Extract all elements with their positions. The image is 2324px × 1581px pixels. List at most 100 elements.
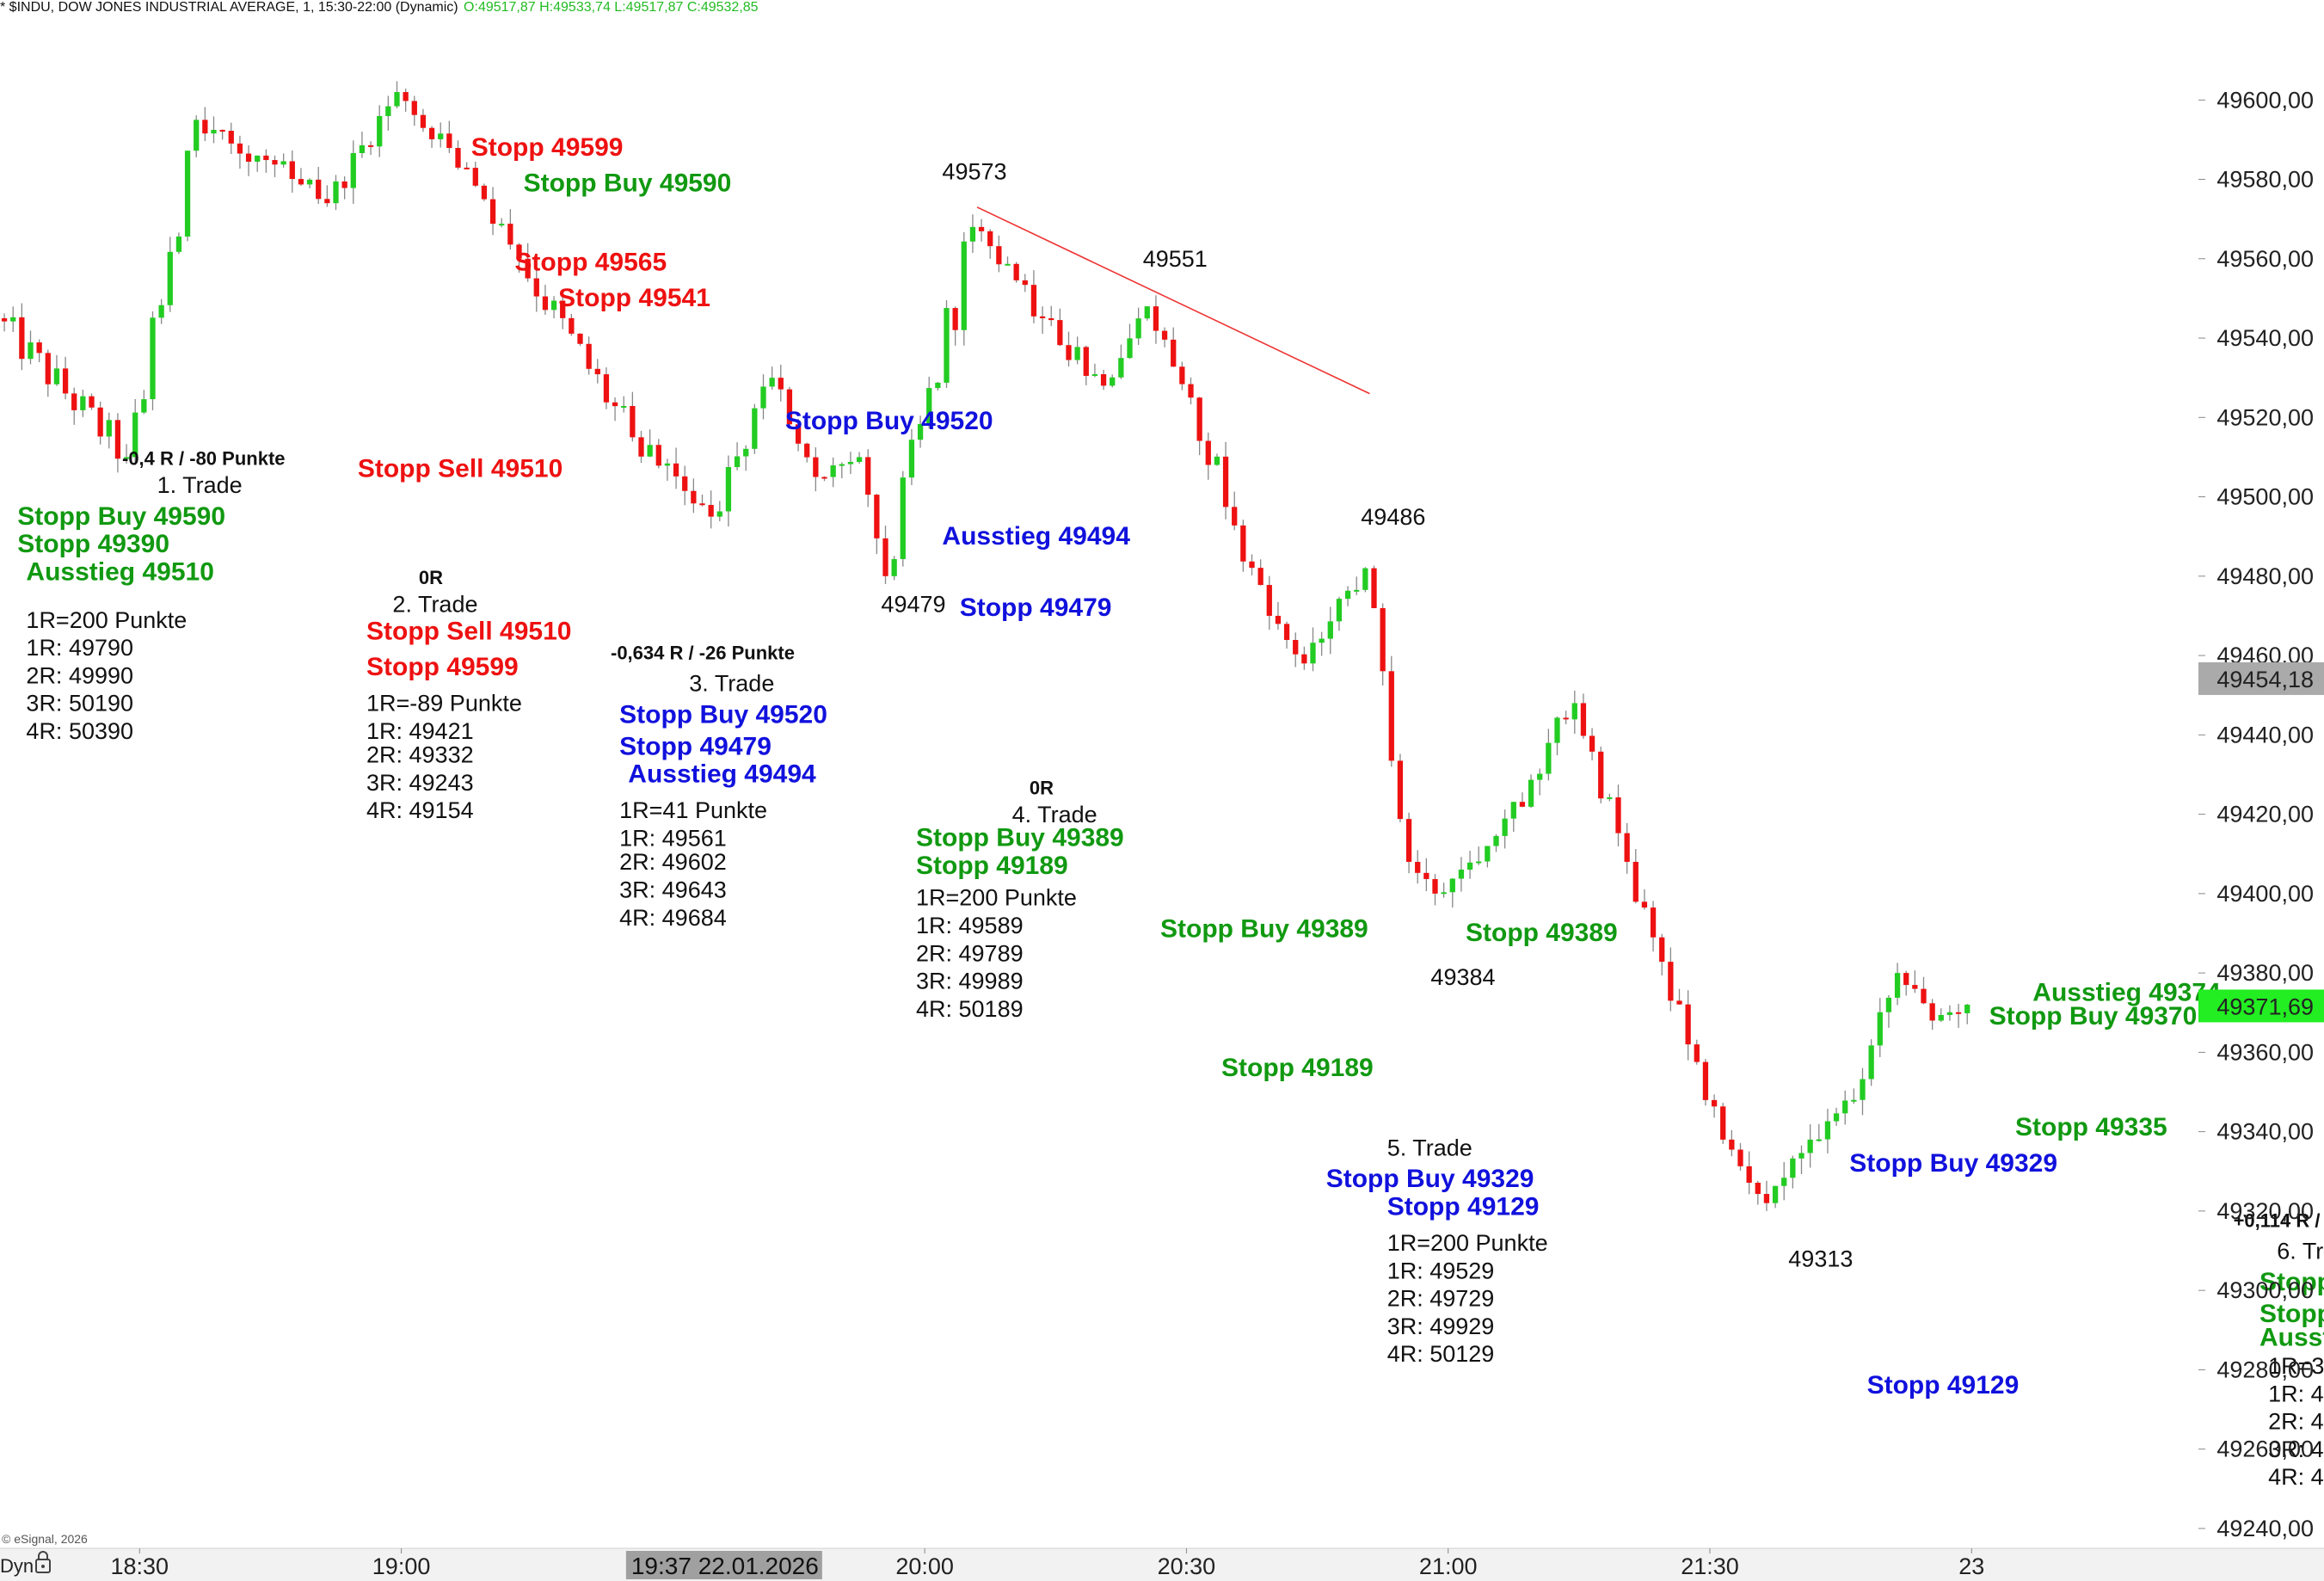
candle-up (1502, 818, 1508, 836)
candle-up (1441, 892, 1447, 895)
candle-up (1842, 1100, 1848, 1114)
candle-down (289, 161, 295, 180)
trade-annotation: Stopp Buy 49329 (1326, 1165, 1534, 1193)
candle-up (499, 224, 505, 226)
trade-annotation: 1R: 49589 (916, 913, 1024, 938)
candle-down (1066, 345, 1072, 360)
candle-down (1030, 285, 1037, 317)
candle-down (1423, 872, 1429, 879)
candle-down (263, 155, 269, 161)
trade-annotation: 4R: 50390 (26, 718, 133, 744)
candle-up (760, 386, 766, 409)
candle-up (333, 181, 339, 204)
candle-up (734, 456, 741, 467)
trade-annotation: Stopp 49189 (1221, 1054, 1374, 1082)
symbol-info-line: * $INDU, DOW JONES INDUSTRIAL AVERAGE, 1… (0, 0, 760, 19)
trade-annotation: 1R=200 Punkte (916, 885, 1077, 911)
candle-up (1118, 358, 1124, 378)
swing-price-label: 49551 (1143, 246, 1208, 272)
dyn-label[interactable]: Dyn (0, 1555, 34, 1577)
candle-up (150, 317, 156, 400)
lock-icon[interactable] (35, 1551, 51, 1573)
candle-down (778, 378, 784, 390)
candle-up (716, 511, 722, 517)
trade-annotation: 1R: 49421 (366, 718, 474, 744)
candle-up (1772, 1185, 1779, 1203)
trade-annotation: 1R=200 Punkte (26, 607, 187, 633)
candle-down (560, 300, 566, 318)
candle-up (769, 378, 775, 387)
trendline[interactable] (976, 206, 1370, 395)
trade-annotation: Stopp 49335 (2259, 1300, 2324, 1328)
candle-down (1702, 1061, 1709, 1100)
candle-up (1528, 779, 1534, 807)
x-tick-label: 18:30 (110, 1553, 169, 1579)
y-tick-label: 49540,00 (2216, 325, 2314, 351)
price-axis: 49600,00 49580,00 49560,00 49540,00 49520,00… (2198, 87, 2324, 1541)
candle-down (1371, 568, 1377, 608)
candle-down (1057, 320, 1063, 346)
y-tick-label: 49300,00 (2216, 1277, 2314, 1303)
candle-down (1275, 615, 1282, 624)
price-axis-panel[interactable] (2198, 0, 2324, 1548)
candle-up (1885, 997, 1892, 1012)
candle-down (202, 120, 208, 134)
candle-down (1039, 316, 1046, 318)
candle-up (847, 461, 854, 464)
price-badge-label: 49454,18 (2216, 667, 2314, 692)
trade-annotation: 1R=35 Punkte (2268, 1353, 2324, 1379)
candle-down (1737, 1149, 1743, 1166)
candle-down (1048, 317, 1054, 321)
candle-down (341, 181, 347, 188)
candle-down (237, 143, 243, 154)
candle-up (1074, 347, 1080, 360)
price-badge (2198, 661, 2324, 695)
candle-down (1293, 639, 1299, 655)
candle-up (1877, 1012, 1883, 1046)
trade-annotation: Stopp 49541 (558, 284, 710, 312)
candle-down (516, 244, 522, 259)
candle-down (411, 101, 417, 115)
trade-annotation: 1R=41 Punkte (619, 797, 767, 823)
candle-up (1144, 306, 1150, 319)
date-marker-label: 19:37 22.01.2026 (631, 1553, 819, 1579)
candle-up (1790, 1158, 1796, 1178)
trade-annotation: 4R: 49684 (619, 905, 727, 931)
trade-annotation: Stopp 49129 (1867, 1371, 2020, 1400)
candle-down (507, 224, 513, 245)
trade-annotation: 3R: 49989 (916, 969, 1024, 994)
time-axis-panel[interactable] (0, 1548, 2198, 1581)
candle-up (106, 420, 112, 437)
candle-down (996, 246, 1002, 265)
y-tick-label: 49440,00 (2216, 722, 2314, 747)
candle-down (569, 317, 575, 334)
candle-up (255, 155, 261, 162)
candle-down (1624, 833, 1630, 862)
candle-up (1466, 862, 1473, 870)
candle-up (1362, 568, 1368, 590)
candle-up (1894, 973, 1901, 998)
candle-up (158, 305, 164, 318)
trade-annotation: 1R: 49790 (26, 635, 133, 661)
candle-up (1537, 773, 1543, 780)
time-axis: 18:30 19:00 20:00 20:30 21:00 21:30 23 (110, 1548, 1984, 1579)
candle-up (944, 308, 950, 383)
candle-down (1432, 878, 1438, 894)
candle-down (612, 402, 618, 407)
trade-annotation: -0,4 R / -80 Punkte (122, 448, 286, 470)
trade-annotation: Stopp Buy 49370 (2259, 1268, 2324, 1296)
candle-up (647, 445, 653, 457)
candle-down (577, 333, 583, 344)
candle-down (708, 505, 714, 517)
trade-annotation: Ausstieg 49374 (2259, 1324, 2324, 1352)
candle-down (403, 92, 409, 102)
candle-down (1711, 1099, 1718, 1107)
trade-annotation: 1R: 49405 (2268, 1381, 2324, 1406)
candle-down (1955, 1012, 1962, 1014)
candle-up (438, 133, 444, 139)
candle-down (1921, 988, 1927, 1004)
trade-annotation: 2R: 49789 (916, 940, 1024, 966)
candle-up (1946, 1012, 1953, 1015)
